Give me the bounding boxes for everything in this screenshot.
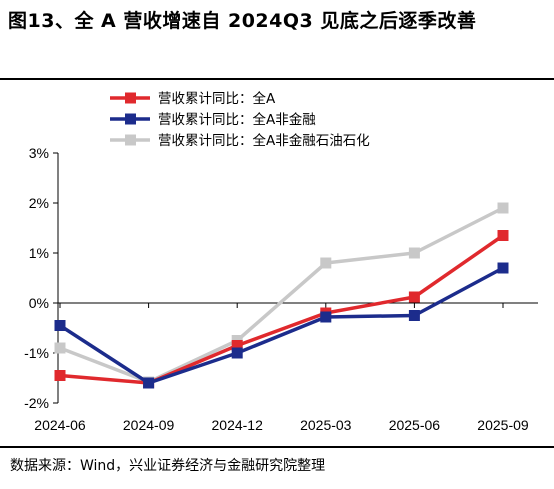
figure-title: 图13、全 A 营收增速自 2024Q3 见底之后逐季改善	[8, 10, 477, 32]
legend-item-1: 营收累计同比：全A	[110, 90, 276, 107]
series-3	[54, 202, 509, 388]
legend-label: 营收累计同比：全A	[158, 90, 276, 107]
legend-item-3: 营收累计同比：全A非金融石油石化	[110, 132, 370, 149]
data-point	[143, 377, 155, 389]
data-point	[54, 370, 66, 381]
legend-item-2: 营收累计同比：全A非金融	[110, 111, 316, 128]
bottom-divider	[0, 446, 554, 448]
y-tick-label: 2%	[29, 195, 49, 211]
legend-label: 营收累计同比：全A非金融石油石化	[158, 132, 370, 149]
x-axis: 2024-06 2024-09 2024-12 2025-03 2025-06 2025-…	[34, 302, 538, 433]
data-point	[497, 262, 509, 274]
y-tick-label: 0%	[29, 295, 49, 311]
data-point	[497, 202, 509, 214]
top-divider	[0, 78, 554, 80]
data-point	[320, 257, 332, 269]
data-point	[497, 230, 509, 241]
data-point	[54, 320, 66, 331]
data-point	[231, 340, 243, 351]
legend-swatch-marker	[125, 92, 136, 104]
x-tick-label: 2024-09	[123, 417, 175, 433]
y-tick-label: 1%	[29, 245, 49, 261]
series-line	[59, 266, 504, 385]
y-tick-label: -1%	[24, 345, 49, 361]
data-point	[320, 311, 332, 323]
legend-swatch-marker	[125, 134, 136, 146]
x-tick-label: 2025-09	[477, 417, 529, 433]
x-tick-label: 2024-12	[212, 417, 264, 433]
legend-swatch-marker	[125, 113, 136, 125]
series-line	[59, 234, 504, 385]
x-tick-label: 2025-06	[389, 417, 441, 433]
series-line	[59, 206, 504, 384]
x-tick-label: 2024-06	[34, 417, 86, 433]
y-tick-label: 3%	[29, 145, 49, 161]
line-chart: -2% -1% 0% 1% 2% 3% 2024-06 2024-09 2024-12 2025…	[24, 90, 538, 433]
series-layer	[54, 202, 509, 389]
source-note: 数据来源：Wind，兴业证券经济与金融研究院整理	[10, 458, 326, 474]
x-tick-label: 2025-03	[300, 417, 352, 433]
data-point	[408, 310, 420, 321]
data-point	[408, 291, 420, 303]
data-point	[408, 247, 420, 259]
data-point	[231, 347, 243, 359]
y-tick-label: -2%	[24, 395, 49, 411]
legend-label: 营收累计同比：全A非金融	[158, 111, 316, 128]
data-point	[54, 342, 66, 354]
y-axis: -2% -1% 0% 1% 2% 3%	[24, 145, 59, 411]
series-2	[54, 262, 509, 389]
